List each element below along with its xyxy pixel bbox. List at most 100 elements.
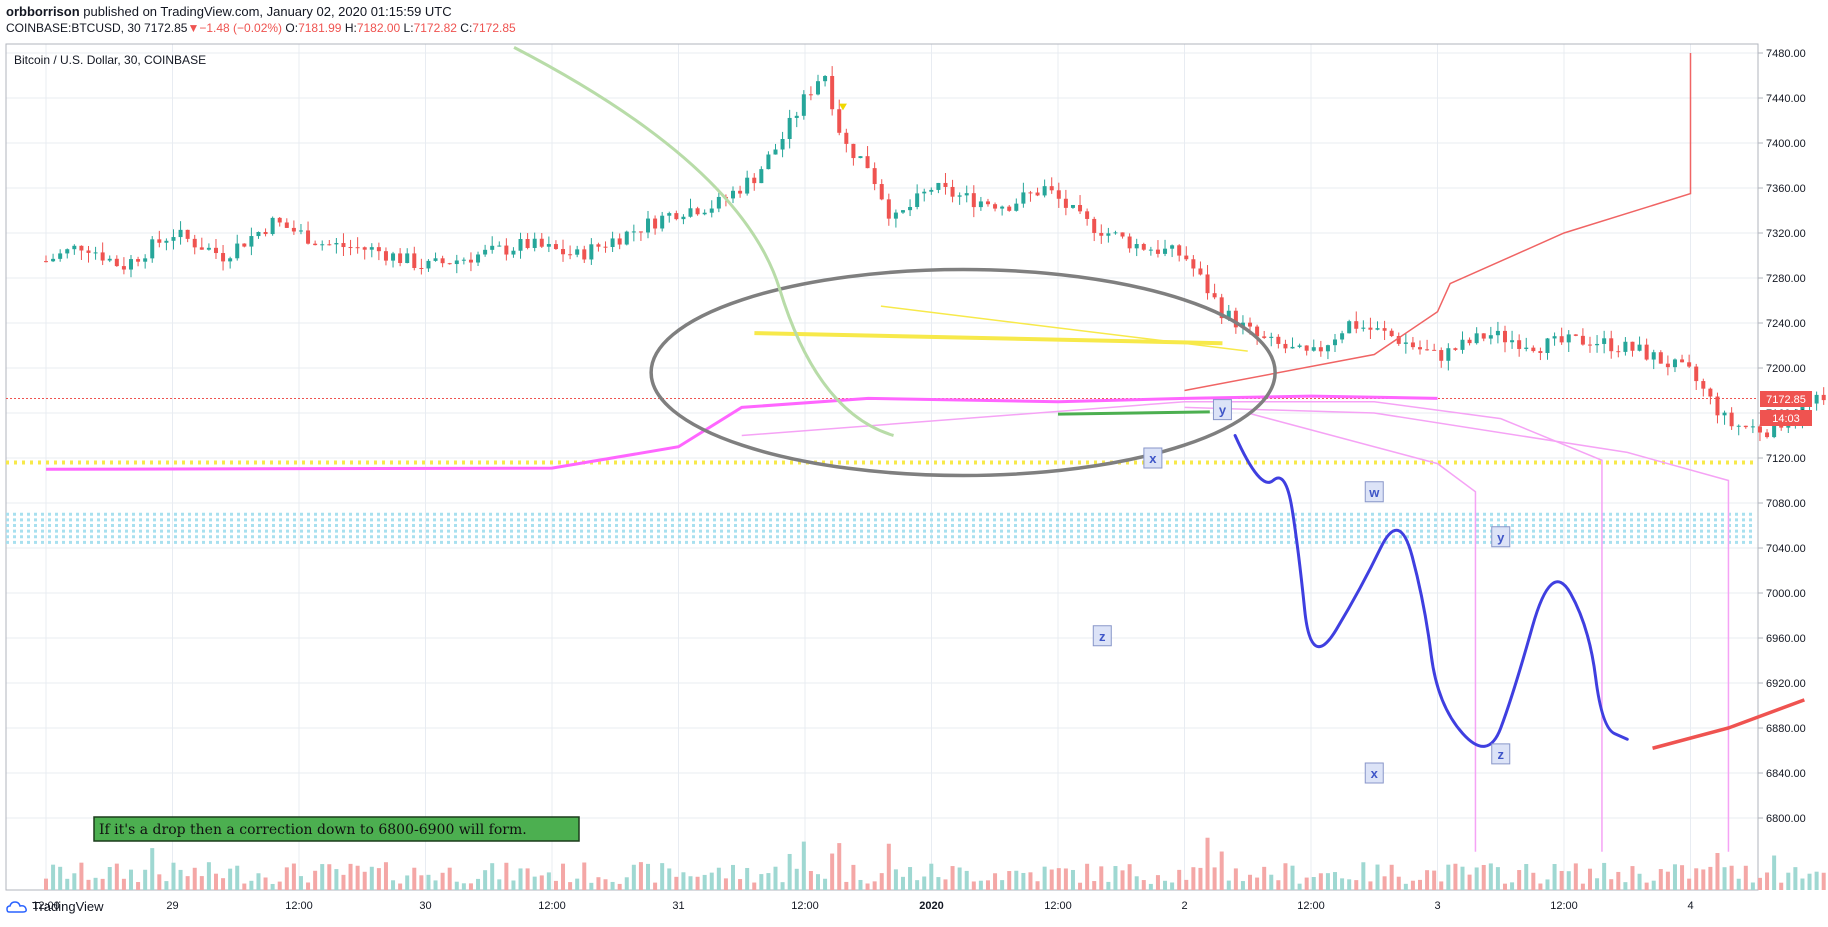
x-tick-label: 3 [1434,900,1440,912]
candle-body [929,189,934,192]
annotation-note[interactable]: If it's a drop then a correction down to… [93,816,580,842]
candle-body [667,213,672,216]
volume-bar [1552,864,1557,890]
volume-bar [1488,863,1493,890]
volume-bar [150,848,155,890]
candle-body [1184,255,1189,260]
annotation-box[interactable] [93,816,580,842]
candle-body [93,252,98,254]
volume-bar [348,863,353,890]
volume-bar [206,862,211,890]
volume-bar [731,864,736,890]
candle-body [1155,249,1160,254]
volume-bar [128,869,133,890]
volume-bar [879,873,884,890]
y-tick-label: 6880.00 [1766,723,1806,735]
tradingview-logo[interactable]: TradingView [6,899,104,914]
candle-body [150,239,155,259]
volume-bars [44,837,1826,890]
green-fading-curve [513,46,894,437]
volume-bar [121,878,126,890]
publisher-name[interactable]: orbborrison [6,4,80,19]
candle-body [1410,342,1415,348]
volume-bar [284,867,289,890]
candle-body [497,245,502,247]
wave-label-text: y [1219,403,1227,418]
volume-bar [518,868,523,890]
candle-body [575,249,580,255]
x-tick-label: 12:00 [285,900,313,912]
candle-body [709,208,714,213]
candle-body [114,258,119,267]
candle-body [447,263,452,265]
volume-bar [355,865,360,890]
candle-body [1630,341,1635,351]
down-arrow-icon: ▼ [187,21,200,35]
candle-body [1580,335,1585,345]
candle-body [1680,359,1685,363]
candle-body [468,259,473,263]
time-axis[interactable]: 12:00 29 12:00 30 12:00 31 12:00 2020 12:00 2 12:0… [32,900,1693,912]
candle-body [79,245,84,251]
volume-bar [624,877,629,890]
volume-bar [1177,869,1182,890]
candle-body [483,249,488,255]
candle-body [532,238,537,248]
volume-bar [1113,866,1118,890]
volume-bar [922,876,927,890]
volume-bar [1722,867,1727,890]
volume-bar [1049,869,1054,890]
candle-body [440,258,445,264]
candle-body [936,182,941,190]
candle-body [1248,322,1253,327]
volume-bar [1127,864,1132,890]
candle-body [1368,327,1373,330]
candle-body [518,239,523,251]
candle-body [1694,366,1699,382]
candle-body [1701,381,1706,389]
candle-body [65,249,70,254]
candle-body [539,238,544,247]
chart-title: Bitcoin / U.S. Dollar, 30, COINBASE [14,53,206,67]
countdown-badge [1760,410,1812,426]
candle-body [1453,348,1458,350]
candle-body [589,244,594,260]
candle-body [242,243,247,247]
volume-bar [270,883,275,890]
candle-body [1340,333,1345,340]
candle-body [1559,336,1564,343]
volume-bar [830,853,835,890]
ohlc-line: COINBASE:BTCUSD, 30 7172.85▼−1.48 (−0.02… [6,20,516,36]
candle-body [1623,341,1628,352]
publish-line: orbborrison published on TradingView.com… [6,4,516,20]
candle-body [1276,336,1281,344]
candle-body [171,237,176,241]
candle-body [51,258,56,262]
volume-bar [1212,867,1217,890]
candle-body [865,156,870,169]
candle-body [886,199,891,219]
volume-bar [1510,882,1515,890]
volume-bar [1800,878,1805,890]
candle-body [185,229,190,239]
volume-bar [546,872,551,890]
volume-bar [872,881,877,890]
candle-body [256,231,261,237]
volume-bar [638,862,643,890]
volume-bar [1191,867,1196,890]
volume-bar [454,881,459,890]
volume-bar [1566,871,1571,890]
candle-body [1198,268,1203,275]
volume-bar [1481,864,1486,890]
candle-body [270,217,275,235]
candle-body [1474,333,1479,344]
volume-bar [1226,880,1231,890]
candle-body [362,247,367,250]
candle-body [107,258,112,261]
candle-body [1134,244,1139,249]
candle-body [284,222,289,228]
wave-label-text: z [1498,747,1505,762]
y-tick-label: 7000.00 [1766,588,1806,600]
candle-body [908,206,913,211]
